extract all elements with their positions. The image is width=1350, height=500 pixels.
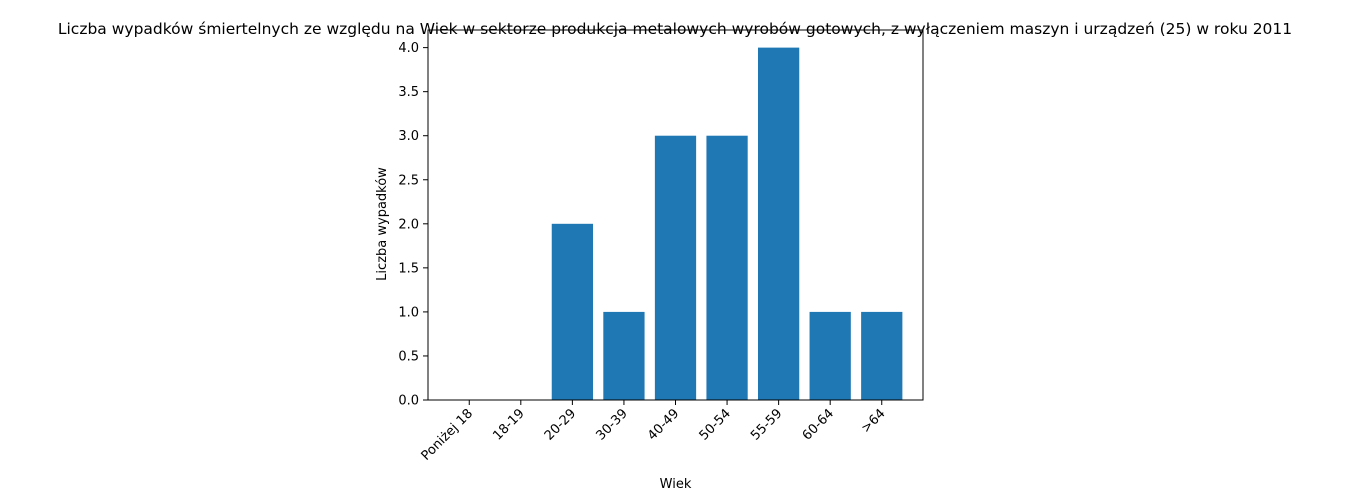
x-tick-label: 30-39: [593, 406, 630, 443]
x-tick-label: 40-49: [645, 406, 682, 443]
y-tick-label: 1.0: [398, 305, 419, 320]
x-tick-label: 55-59: [748, 406, 785, 443]
bars-group: [551, 47, 903, 401]
bar-5: [706, 135, 748, 400]
y-axis: 0.0 0.5 1.0 1.5 2.0 2.5 3.0 3.5 4.0: [398, 41, 428, 409]
x-axis-label: Wiek: [660, 477, 692, 492]
y-tick-label: 0.5: [398, 349, 419, 364]
x-tick-label: 20-29: [542, 406, 579, 443]
y-tick-label: 2.5: [398, 173, 419, 188]
plot-frame: [427, 29, 924, 401]
bar-2: [551, 223, 593, 400]
x-axis: Poniżej 18 18-19 20-29 30-39 40-49 50-54 55-59…: [419, 400, 889, 464]
chart-title: Liczba wypadków śmiertelnych ze względu …: [58, 20, 1292, 38]
y-tick-label: 0.0: [398, 394, 419, 409]
y-tick-label: 1.5: [398, 261, 419, 276]
x-tick-label: Poniżej 18: [419, 406, 476, 463]
y-tick-label: 3.5: [398, 85, 419, 100]
bar-6: [758, 47, 800, 401]
x-tick-label: 60-64: [800, 406, 837, 443]
y-tick-label: 4.0: [398, 41, 419, 56]
y-tick-label: 3.0: [398, 129, 419, 144]
x-tick-label: 50-54: [697, 406, 734, 443]
bar-3: [603, 311, 645, 400]
x-tick-label: 18-19: [490, 406, 527, 443]
y-axis-label: Liczba wypadków: [375, 167, 390, 281]
bar-7: [809, 311, 851, 400]
bar-8: [861, 311, 903, 400]
bar-4: [654, 135, 697, 400]
x-tick-label: >64: [859, 406, 889, 436]
y-tick-label: 2.0: [398, 217, 419, 232]
